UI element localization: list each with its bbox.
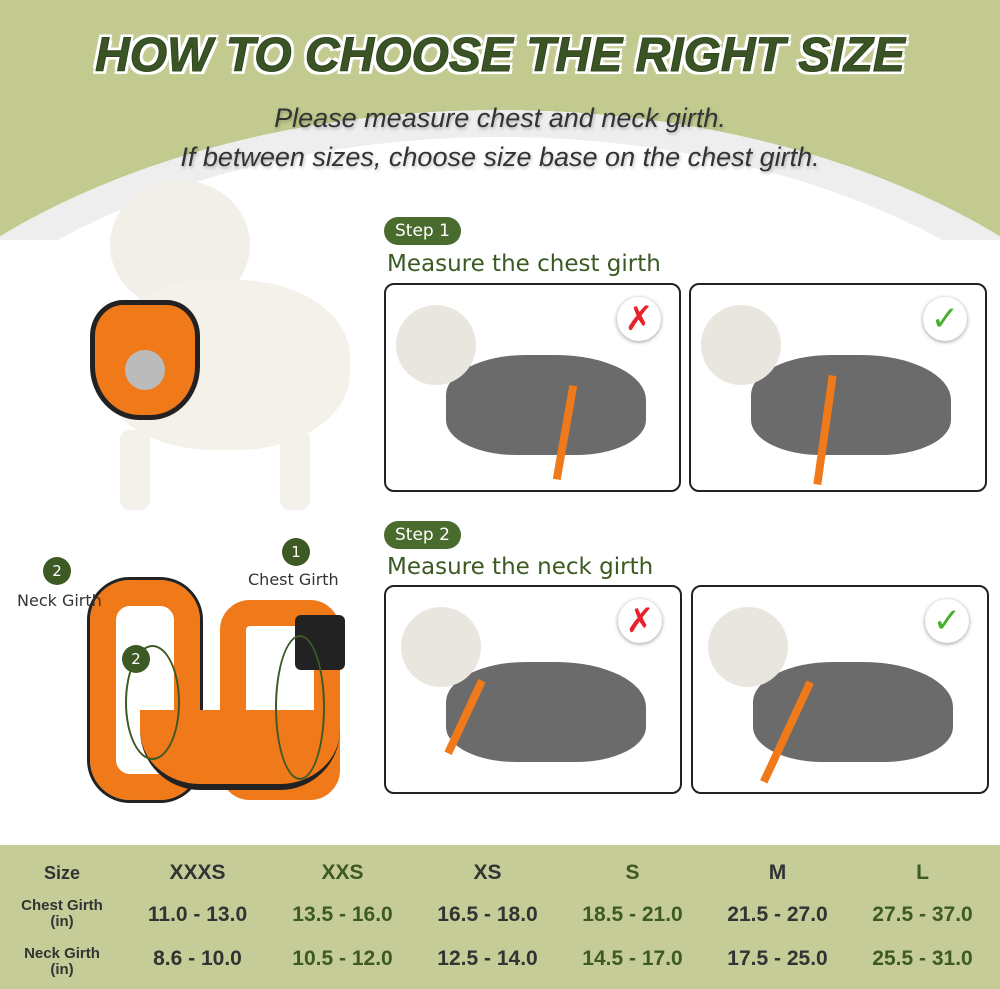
neck-cell: 14.5 - 17.0 bbox=[582, 947, 683, 970]
chest-right-photo: ✓ bbox=[689, 283, 987, 492]
chest-cell: 11.0 - 13.0 bbox=[147, 903, 248, 926]
neck-girth-number-badge: 2 bbox=[43, 557, 71, 585]
neck-cell: 17.5 - 25.0 bbox=[727, 947, 828, 970]
step-2-text: Measure the neck girth bbox=[387, 554, 654, 580]
chest-cell: 13.5 - 16.0 bbox=[292, 903, 393, 926]
size-cell: L bbox=[916, 861, 929, 884]
neck-cell: 25.5 - 31.0 bbox=[872, 947, 973, 970]
neck-cell: 10.5 - 12.0 bbox=[292, 947, 393, 970]
chest-girth-label: Chest Girth bbox=[248, 570, 339, 589]
neck-cell: 12.5 - 14.0 bbox=[437, 947, 538, 970]
step-1-badge: Step 1 bbox=[384, 217, 461, 245]
size-cell: XXS bbox=[321, 861, 364, 884]
check-icon: ✓ bbox=[925, 599, 969, 643]
neck-right-photo: ✓ bbox=[691, 585, 989, 794]
size-table: Size Chest Girth (in) Neck Girth (in) XX… bbox=[0, 845, 1000, 989]
chest-cell: 21.5 - 27.0 bbox=[727, 903, 828, 926]
neck-girth-marker: 2 bbox=[122, 645, 150, 673]
dog-wearing-harness-photo bbox=[80, 180, 360, 520]
step-2-badge: Step 2 bbox=[384, 521, 461, 549]
neck-girth-label: Neck Girth bbox=[17, 591, 102, 610]
chest-cell: 16.5 - 18.0 bbox=[437, 903, 538, 926]
chest-wrong-photo: ✗ bbox=[384, 283, 681, 492]
row-header-size: Size bbox=[43, 863, 81, 883]
size-cell: S bbox=[625, 861, 640, 884]
cross-icon: ✗ bbox=[618, 599, 662, 643]
neck-cell: 8.6 - 10.0 bbox=[153, 947, 242, 970]
chest-girth-number-badge: 1 bbox=[282, 538, 310, 566]
neck-wrong-photo: ✗ bbox=[384, 585, 682, 794]
step-1-text: Measure the chest girth bbox=[387, 251, 661, 277]
row-header-chest: Chest Girth (in) bbox=[21, 897, 103, 930]
row-header-neck: Neck Girth (in) bbox=[24, 945, 100, 978]
size-cell: XS bbox=[473, 861, 502, 884]
subtitle-line-2: If between sizes, choose size base on th… bbox=[180, 142, 820, 172]
check-icon: ✓ bbox=[923, 297, 967, 341]
cross-icon: ✗ bbox=[617, 297, 661, 341]
size-cell: XXXS bbox=[169, 861, 226, 884]
subtitle-line-1: Please measure chest and neck girth. bbox=[274, 103, 726, 133]
harness-product-photo bbox=[80, 560, 360, 820]
page-title: HOW TO CHOOSE THE RIGHT SIZE bbox=[95, 29, 906, 83]
chest-cell: 27.5 - 37.0 bbox=[872, 903, 973, 926]
size-cell: M bbox=[768, 861, 787, 884]
chest-cell: 18.5 - 21.0 bbox=[582, 903, 683, 926]
